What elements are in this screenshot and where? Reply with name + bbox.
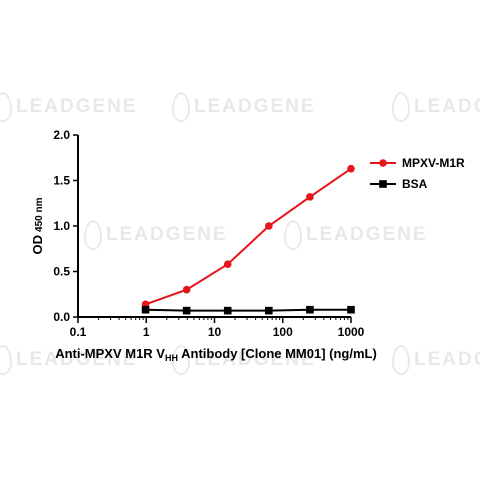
x-tick-label: 10 [208,325,222,339]
y-axis-label: OD450 nm [30,197,45,254]
y-tick-label: 0.5 [53,265,70,279]
y-tick-label: 1.5 [53,174,70,188]
data-point [306,193,314,201]
chart-legend: MPXV-M1R BSA [370,156,465,191]
series-1 [141,164,355,309]
x-axis-label-sub: HH [165,353,178,363]
x-axis-label-pre: Anti-MPXV M1R V [55,346,165,361]
legend-label: MPXV-M1R [402,156,465,170]
data-point [306,305,314,314]
data-point [265,222,273,230]
series-2 [141,305,355,315]
data-point [347,164,355,173]
legend-label: BSA [402,177,428,191]
data-point [141,305,150,314]
data-point [265,306,273,315]
x-tick-label: 1 [143,325,150,339]
legend-marker [379,180,387,188]
data-point [182,285,191,294]
x-axis-label: Anti-MPXV M1R VHH Antibody [Clone MM01] … [55,346,377,363]
series-line [145,308,351,312]
y-tick-label: 2.0 [53,128,70,142]
x-tick-label: 1000 [338,325,365,339]
y-axis-label-sub: 450 nm [34,197,45,232]
chart-axes: 0.0 0.5 1.0 1.5 2.0 0.1 1 10 100 1000 [53,128,364,339]
data-point [223,306,232,315]
y-tick-label: 0.0 [53,310,70,324]
series-line [145,167,352,306]
data-point [347,305,355,314]
data-point [223,260,232,269]
legend-item: BSA [370,177,428,191]
x-axis-label-post: Antibody [Clone MM01] (ng/mL) [178,346,377,361]
legend-marker [379,159,387,167]
y-tick-label: 1.0 [53,219,70,233]
data-point [182,306,191,315]
x-tick-label: 100 [273,325,293,339]
x-tick-label: 0.1 [70,325,87,339]
chart-series-layer [141,164,355,315]
legend-item: MPXV-M1R [370,156,465,170]
